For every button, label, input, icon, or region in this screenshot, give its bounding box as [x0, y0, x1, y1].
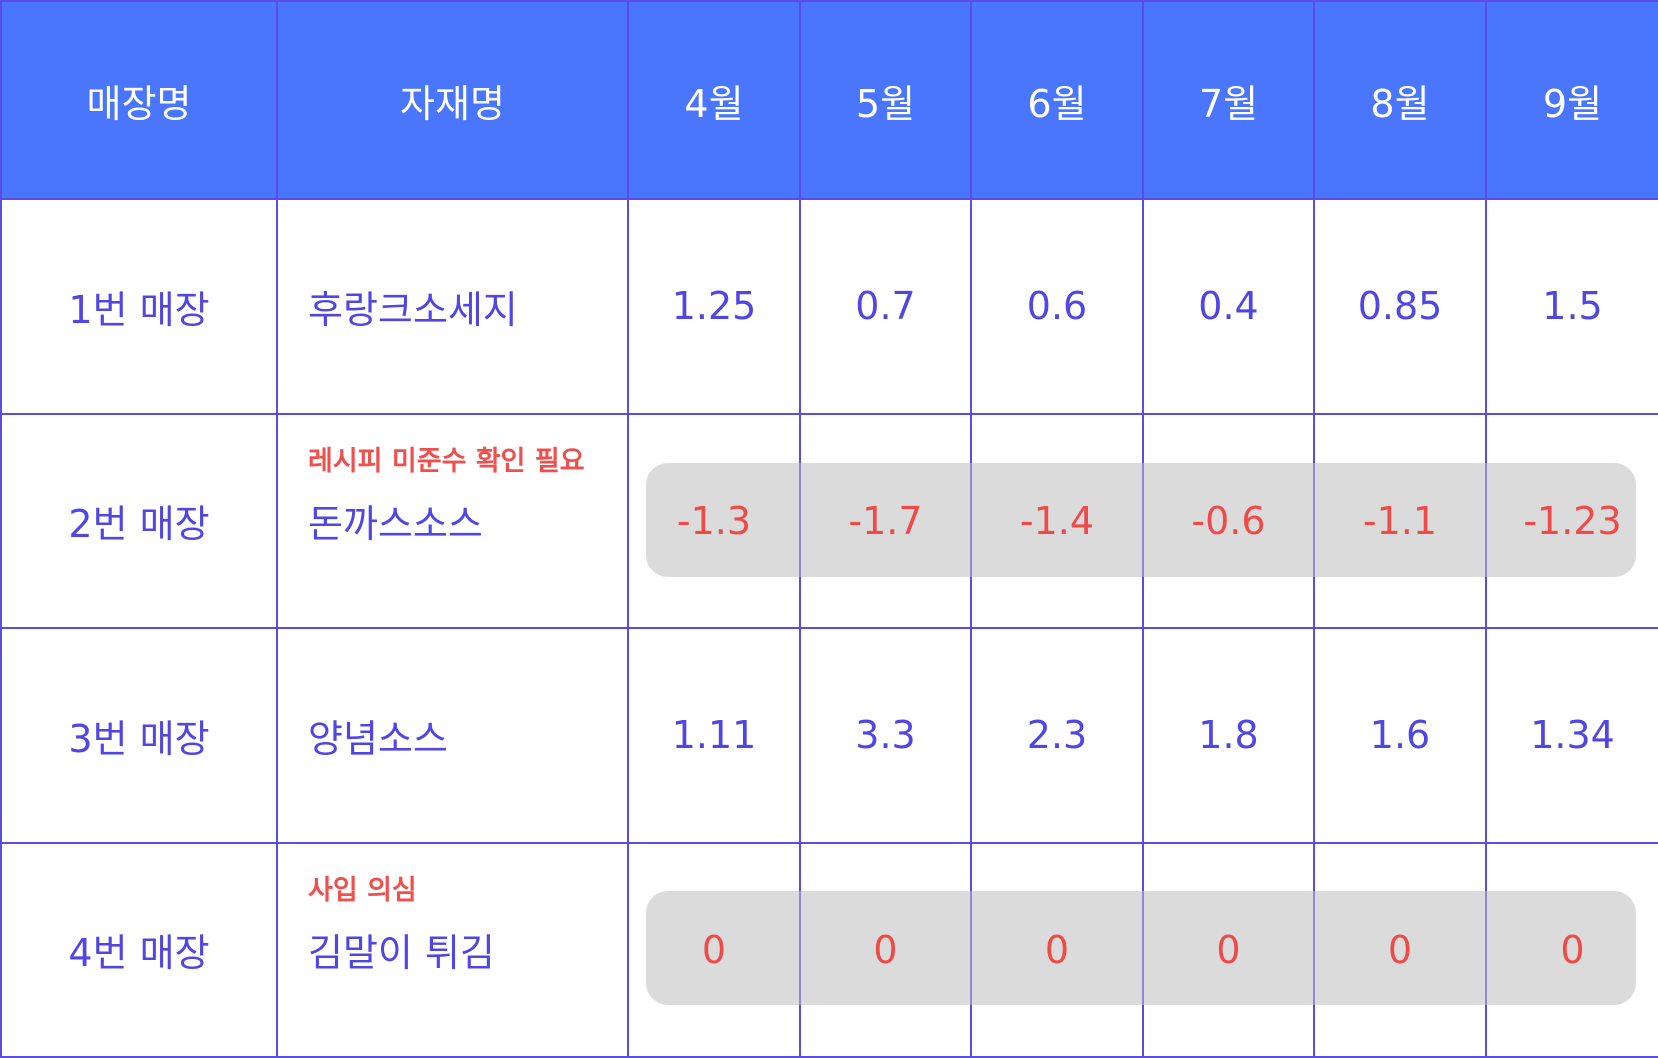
value: 0	[873, 927, 898, 972]
table-header-row: 매장명 자재명 4월 5월 6월 7월 8월 9월	[0, 0, 1658, 200]
store-name-cell: 2번 매장	[0, 412, 278, 629]
value-cell: 0.7	[799, 198, 972, 415]
value-cell: 0	[799, 841, 972, 1058]
value-cell: 1.25	[627, 198, 801, 415]
material-name: 후랑크소세지	[308, 287, 518, 332]
value-cell: 0	[970, 841, 1144, 1058]
material-name-cell: 레시피 미준수 확인 필요 돈까스소스	[276, 412, 629, 629]
value: 0	[1216, 927, 1241, 972]
value-cell: 1.8	[1142, 627, 1315, 844]
alert-note: 사입 의심	[308, 875, 417, 907]
value-cell: 0	[1142, 841, 1315, 1058]
value-cell: -1.7	[799, 412, 972, 629]
value-cell: 1.34	[1485, 627, 1658, 844]
value: 0	[1560, 927, 1585, 972]
value-cell: 0	[1485, 841, 1658, 1058]
value-cell: 0.4	[1142, 198, 1315, 415]
value: 0	[701, 927, 727, 972]
store-name-cell: 3번 매장	[0, 627, 278, 844]
material-name-cell: 후랑크소세지	[276, 198, 629, 415]
store-name-cell: 4번 매장	[0, 841, 278, 1058]
material-name-wrap: 레시피 미준수 확인 필요 돈까스소스	[308, 446, 627, 548]
header-month: 4월	[627, 0, 801, 200]
header-month: 5월	[799, 0, 972, 200]
material-name-cell: 사입 의심 김말이 튀김	[276, 841, 629, 1058]
value-cell: -1.4	[970, 412, 1144, 629]
value-cell: -0.6	[1142, 412, 1315, 629]
material-name: 김말이 튀김	[308, 931, 495, 976]
value-cell: -1.23	[1485, 412, 1658, 629]
value-cell: -1.3	[627, 412, 801, 629]
value-cell: 0	[627, 841, 801, 1058]
material-name: 양념소스	[308, 716, 448, 761]
header-month: 9월	[1485, 0, 1658, 200]
alert-note: 레시피 미준수 확인 필요	[308, 446, 585, 478]
material-name-cell: 양념소스	[276, 627, 629, 844]
value-cell: 0	[1313, 841, 1487, 1058]
value: -1.1	[1362, 498, 1438, 543]
value-cell: 1.6	[1313, 627, 1487, 844]
value-cell: 3.3	[799, 627, 972, 844]
header-store-name: 매장명	[0, 0, 278, 200]
table-row: 2번 매장 레시피 미준수 확인 필요 돈까스소스 -1.3 -1.7 -1.4…	[0, 412, 1658, 629]
value-cell: -1.1	[1313, 412, 1487, 629]
value: -0.6	[1191, 498, 1266, 543]
value: -1.23	[1523, 498, 1622, 543]
material-name-wrap: 사입 의심 김말이 튀김	[308, 875, 627, 977]
table-row: 3번 매장 양념소스 1.11 3.3 2.3 1.8 1.6 1.34	[0, 627, 1658, 844]
value-cell: 0.85	[1313, 198, 1487, 415]
store-name-cell: 1번 매장	[0, 198, 278, 415]
table-row: 1번 매장 후랑크소세지 1.25 0.7 0.6 0.4 0.85 1.5	[0, 198, 1658, 415]
value-cell: 2.3	[970, 627, 1144, 844]
header-material-name: 자재명	[276, 0, 629, 200]
value: -1.3	[676, 498, 752, 543]
value-cell: 1.11	[627, 627, 801, 844]
value: 0	[1044, 927, 1070, 972]
table-row: 4번 매장 사입 의심 김말이 튀김 0 0 0 0 0 0	[0, 841, 1658, 1058]
material-name: 돈까스소스	[308, 502, 483, 547]
header-month: 7월	[1142, 0, 1315, 200]
header-month: 8월	[1313, 0, 1487, 200]
value-cell: 0.6	[970, 198, 1144, 415]
value: 0	[1387, 927, 1413, 972]
value: -1.4	[1019, 498, 1095, 543]
value: -1.7	[848, 498, 923, 543]
value-cell: 1.5	[1485, 198, 1658, 415]
header-month: 6월	[970, 0, 1144, 200]
